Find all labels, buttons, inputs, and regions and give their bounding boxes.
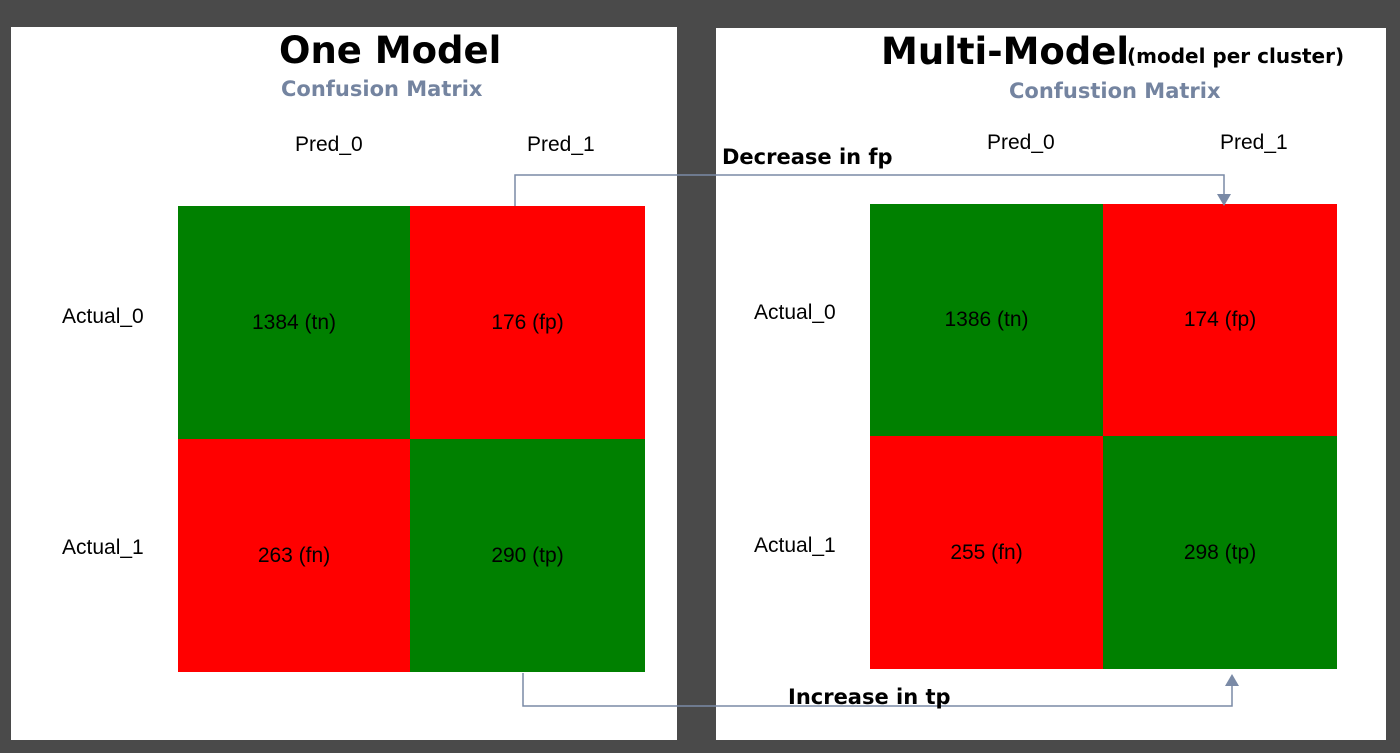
one-model-title: One Model [279,29,502,72]
row-label-actual-1: Actual_1 [754,534,836,557]
col-label-pred-1: Pred_1 [527,133,595,156]
cell-true-positive: 290 (tp) [410,439,645,672]
cell-false-positive: 174 (fp) [1103,204,1337,436]
multi-model-subtitle: Confustion Matrix [1009,79,1221,103]
row-label-actual-0: Actual_0 [62,305,144,328]
decrease-fp-arrowhead [1217,194,1231,206]
cell-true-positive: 298 (tp) [1103,436,1337,669]
row-label-actual-1: Actual_1 [62,536,144,559]
one-model-subtitle: Confusion Matrix [281,77,483,101]
multi-model-panel: Multi-Model (model per cluster) Confusti… [716,28,1386,740]
multi-model-title: Multi-Model [881,30,1130,73]
multi-model-title-note: (model per cluster) [1127,44,1345,68]
decrease-fp-label: Decrease in fp [722,145,893,169]
decrease-fp-connector [514,174,1225,206]
cell-false-negative: 255 (fn) [870,436,1103,669]
increase-tp-label: Increase in tp [788,685,951,709]
increase-tp-arrowhead [1225,674,1239,686]
col-label-pred-0: Pred_0 [987,131,1055,154]
one-model-panel: One Model Confusion Matrix Pred_0 Pred_1… [11,27,677,740]
row-label-actual-0: Actual_0 [754,301,836,324]
cell-true-negative: 1386 (tn) [870,204,1103,436]
cell-false-positive: 176 (fp) [410,206,645,439]
increase-tp-connector [522,673,1233,707]
cell-false-negative: 263 (fn) [178,439,410,672]
col-label-pred-1: Pred_1 [1220,131,1288,154]
col-label-pred-0: Pred_0 [295,133,363,156]
cell-true-negative: 1384 (tn) [178,206,410,439]
